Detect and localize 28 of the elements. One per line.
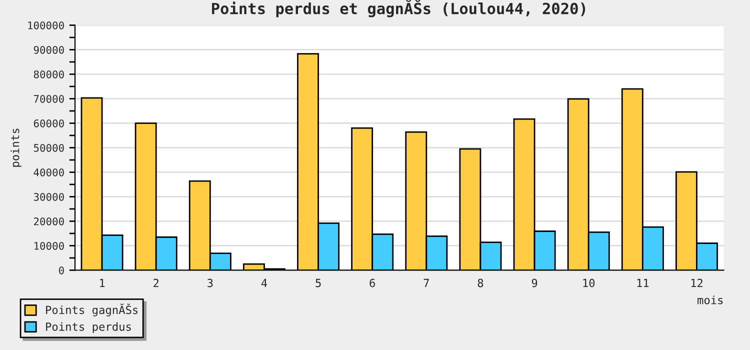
y-tick-label: 0 xyxy=(58,266,64,274)
x-tick-label: 9 xyxy=(532,278,538,288)
x-tick-label: 5 xyxy=(316,278,321,288)
legend-label: Points gagnĂŠs xyxy=(46,304,138,316)
x-tick-label: 8 xyxy=(478,278,484,288)
x-tick-label: 10 xyxy=(583,278,595,288)
x-tick-label: 12 xyxy=(691,278,702,288)
y-tick-label: 10000 xyxy=(34,242,64,250)
y-tick-label: 100000 xyxy=(28,21,64,30)
x-tick-label: 3 xyxy=(208,278,213,288)
y-tick-label: 60000 xyxy=(34,119,64,128)
x-tick-label: 6 xyxy=(370,278,375,288)
y-tick-label: 80000 xyxy=(34,70,64,78)
y-tick-label: 40000 xyxy=(34,168,64,176)
x-tick-label: 4 xyxy=(261,278,268,288)
y-tick-label: 90000 xyxy=(34,46,64,54)
y-tick-label: 20000 xyxy=(34,217,64,226)
x-axis-title: mois xyxy=(698,296,723,304)
chart-title: Points perdus et gagnĂŠs (Loulou44, 2020) xyxy=(212,0,586,18)
y-axis-title: points xyxy=(10,128,22,167)
x-tick-label: 11 xyxy=(637,278,649,288)
legend-label: Points perdus xyxy=(46,322,131,333)
y-tick-label: 30000 xyxy=(34,192,64,201)
x-tick-label: 7 xyxy=(424,278,429,288)
y-tick-label: 70000 xyxy=(34,94,64,103)
x-tick-label: 1 xyxy=(100,278,105,288)
y-tick-label: 50000 xyxy=(34,144,64,152)
x-tick-label: 2 xyxy=(154,278,158,288)
